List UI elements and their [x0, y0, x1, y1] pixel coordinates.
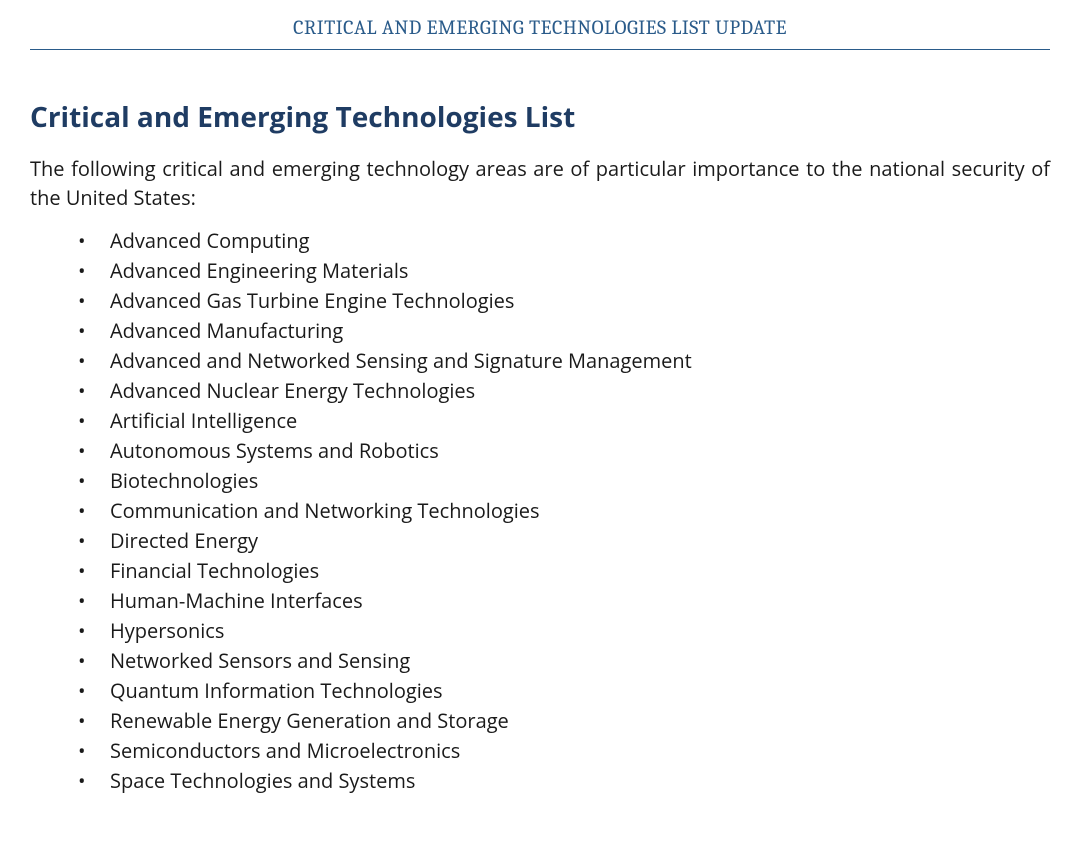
- list-item: Renewable Energy Generation and Storage: [78, 706, 1050, 736]
- list-item: Directed Energy: [78, 526, 1050, 556]
- list-item: Advanced and Networked Sensing and Signa…: [78, 346, 1050, 376]
- list-item: Semiconductors and Microelectronics: [78, 736, 1050, 766]
- list-item: Autonomous Systems and Robotics: [78, 436, 1050, 466]
- list-item: Artificial Intelligence: [78, 406, 1050, 436]
- list-item: Advanced Computing: [78, 226, 1050, 256]
- list-item: Space Technologies and Systems: [78, 766, 1050, 796]
- main-heading: Critical and Emerging Technologies List: [30, 98, 1050, 136]
- list-item: Quantum Information Technologies: [78, 676, 1050, 706]
- page-header: CRITICAL AND EMERGING TECHNOLOGIES LIST …: [30, 16, 1050, 50]
- list-item: Advanced Nuclear Energy Technologies: [78, 376, 1050, 406]
- list-item: Biotechnologies: [78, 466, 1050, 496]
- list-item: Advanced Manufacturing: [78, 316, 1050, 346]
- intro-paragraph: The following critical and emerging tech…: [30, 154, 1050, 212]
- list-item: Financial Technologies: [78, 556, 1050, 586]
- technology-list: Advanced ComputingAdvanced Engineering M…: [30, 226, 1050, 796]
- list-item: Communication and Networking Technologie…: [78, 496, 1050, 526]
- list-item: Networked Sensors and Sensing: [78, 646, 1050, 676]
- list-item: Advanced Engineering Materials: [78, 256, 1050, 286]
- list-item: Hypersonics: [78, 616, 1050, 646]
- list-item: Advanced Gas Turbine Engine Technologies: [78, 286, 1050, 316]
- list-item: Human-Machine Interfaces: [78, 586, 1050, 616]
